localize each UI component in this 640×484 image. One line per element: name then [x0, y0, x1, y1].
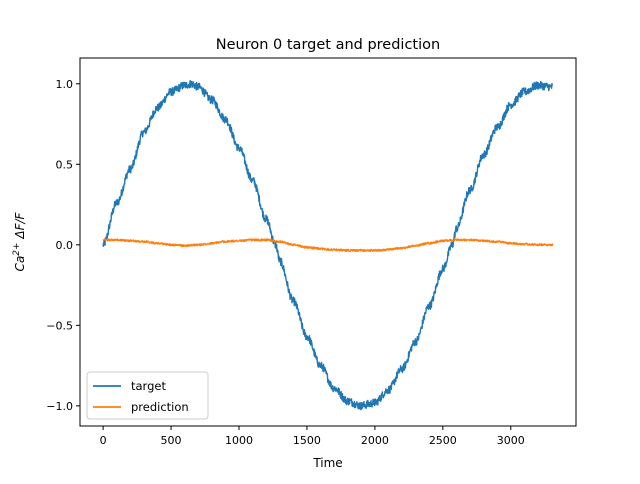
chart-title: Neuron 0 target and prediction [216, 37, 440, 53]
y-axis-label: Ca2+ ΔF/F [12, 211, 27, 271]
y-tick-label: 1.0 [56, 78, 74, 91]
x-tick-label: 2500 [429, 434, 457, 447]
x-axis: 0 500 1000 1500 2000 2500 3000 [100, 426, 525, 447]
y-tick-label: 0.5 [56, 158, 74, 171]
y-tick-label: 0.0 [56, 239, 74, 252]
x-tick-label: 2000 [361, 434, 389, 447]
y-tick-label: −0.5 [46, 319, 73, 332]
plot-series [102, 79, 554, 411]
legend-label-target: target [131, 379, 166, 393]
y-axis-label-sup: 2+ [12, 242, 22, 255]
series-line-target [102, 79, 554, 411]
x-tick-label: 3000 [497, 434, 525, 447]
y-axis: 1.0 0.5 0.0 −0.5 −1.0 [46, 78, 80, 413]
y-axis-label-rest: ΔF/F [13, 211, 27, 242]
y-tick-label: −1.0 [46, 400, 73, 413]
x-tick-label: 1000 [225, 434, 253, 447]
y-axis-label-base: Ca [13, 256, 27, 272]
x-tick-label: 0 [100, 434, 107, 447]
plot-frame [79, 57, 577, 427]
legend: target prediction [86, 371, 209, 420]
series-line-prediction [102, 238, 554, 253]
x-axis-label: Time [312, 456, 342, 470]
x-tick-label: 1500 [293, 434, 321, 447]
x-tick-label: 500 [161, 434, 182, 447]
legend-label-prediction: prediction [131, 400, 189, 414]
